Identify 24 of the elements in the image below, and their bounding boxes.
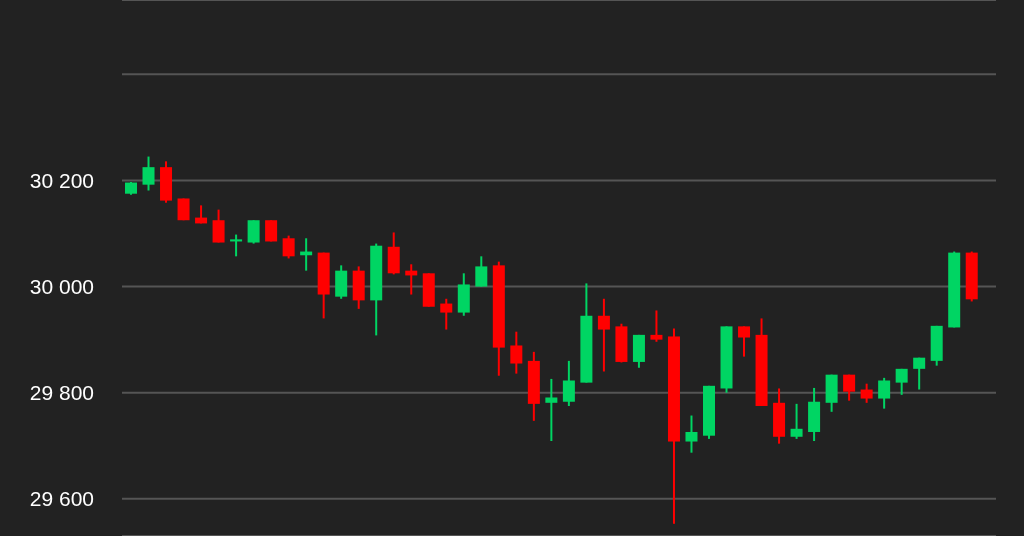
candlestick — [510, 330, 523, 375]
candlestick — [282, 234, 295, 260]
y-tick-label: 29 800 — [29, 381, 94, 405]
candlestick — [650, 309, 663, 343]
candlestick — [230, 233, 243, 258]
candlestick — [860, 382, 873, 404]
candlestick — [440, 297, 453, 331]
y-tick-label: 30 000 — [29, 275, 94, 299]
candlestick — [895, 367, 908, 396]
y-tick-label: 29 600 — [29, 487, 94, 511]
candlestick — [913, 356, 926, 391]
candlestick — [475, 255, 488, 288]
candlestick — [142, 155, 155, 192]
candlestick — [878, 376, 891, 410]
candlestick — [790, 402, 803, 440]
candlestick — [685, 414, 698, 454]
candlestick — [597, 297, 610, 373]
candlestick — [738, 325, 751, 358]
candlestick — [843, 373, 856, 402]
candlestick — [212, 208, 225, 244]
y-tick-label: 30 200 — [29, 168, 94, 192]
candlestick — [247, 219, 260, 245]
candlestick — [562, 359, 575, 407]
candlestick — [545, 377, 558, 443]
